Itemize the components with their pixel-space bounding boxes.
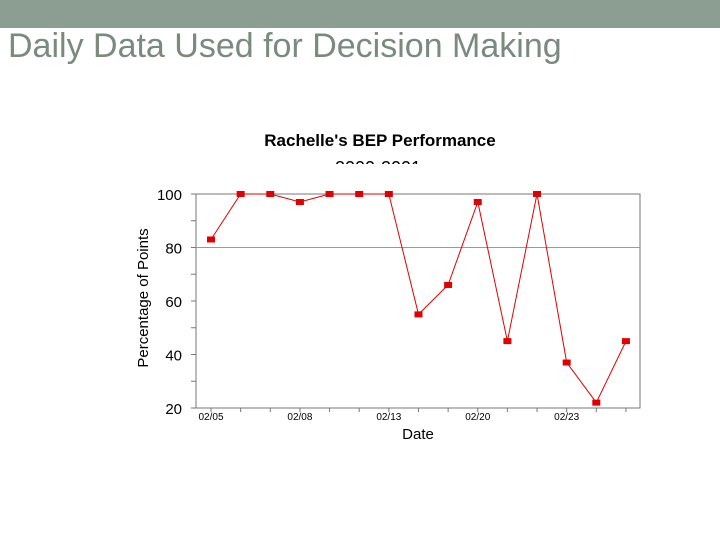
slide-header-bar [0,0,720,28]
x-tick-layer: 02/05 02/08 02/13 02/20 02/23 [198,408,627,423]
y-axis-label: Percentage of Points [135,228,152,367]
chart-subtitle-clip: 2000-2001 [335,158,421,178]
x-tick-label: 02/23 [554,412,579,423]
x-axis-label: Date [402,426,434,443]
y-tick-label: 60 [165,294,182,311]
data-point [325,191,334,197]
y-tick-label: 100 [157,187,182,204]
data-point [414,311,423,318]
x-tick-label: 02/05 [198,412,223,423]
data-point [503,338,512,345]
x-tick-label: 02/13 [376,412,401,423]
data-point [355,191,364,197]
data-point [266,191,275,197]
data-point [207,236,215,243]
data-point [444,281,453,288]
chart-subtitle: 2000-2001 [335,158,421,178]
plot-area-frame [195,193,641,409]
data-point [621,338,630,345]
series-line [210,193,627,404]
x-tick-label: 02/08 [287,412,312,423]
x-tick-label: 02/20 [465,412,490,423]
data-point [473,199,482,206]
slide-title: Daily Data Used for Decision Making [8,27,562,65]
data-point [384,191,393,197]
data-point [592,399,601,406]
data-point [295,199,304,206]
y-tick-label: 40 [165,348,182,365]
y-tick-label: 20 [165,401,182,418]
chart-title: Rachelle's BEP Performance [264,131,495,150]
y-tick-layer: 20 40 60 80 100 [157,187,196,418]
series-layer [207,191,630,406]
data-point [236,191,245,197]
data-point [562,359,571,366]
y-tick-label: 80 [165,241,182,258]
data-point [533,191,542,197]
